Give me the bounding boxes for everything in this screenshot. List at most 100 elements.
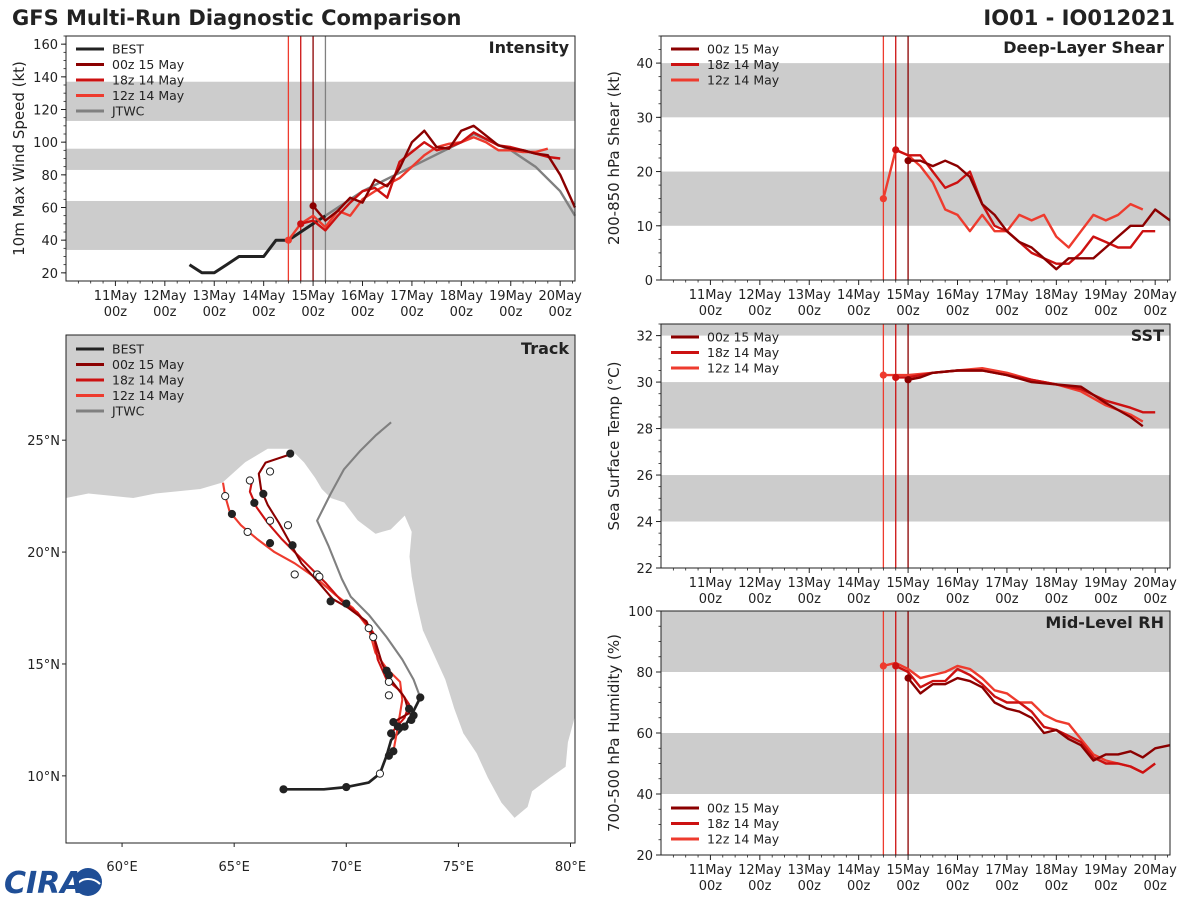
- band-sst-0: [661, 475, 1170, 522]
- x-tick-sublabel-intensity: 00z: [203, 305, 227, 320]
- track-point-best: [342, 782, 351, 792]
- band-rh-0: [661, 733, 1170, 794]
- track-point-best: [400, 722, 409, 731]
- x-tick-label-intensity: 18May: [440, 289, 484, 304]
- x-tick-sublabel-intensity: 00z: [400, 305, 424, 320]
- y-axis-label-intensity: 10m Max Wind Speed (kt): [10, 61, 28, 256]
- init-point-run12: [284, 236, 292, 244]
- series-line-run12: [883, 367, 1144, 423]
- x-tick-sublabel-rh: 00z: [798, 879, 822, 894]
- init-point-run18: [297, 220, 305, 228]
- band-sst-1: [661, 382, 1170, 429]
- sst-panel: 22242628303211May00z12May00z13May00z14Ma…: [605, 323, 1177, 607]
- y-axis-label-sst: Sea Surface Temp (°C): [605, 361, 623, 530]
- y-tick-label-sst: 26: [636, 469, 653, 484]
- y-tick-label-intensity: 160: [33, 38, 58, 53]
- lon-tick-label: 70°E: [331, 860, 362, 875]
- init-point-run00: [904, 157, 912, 165]
- x-tick-label-intensity: 11May: [94, 289, 138, 304]
- x-tick-label-shear: 20May: [1133, 288, 1177, 303]
- x-tick-sublabel-intensity: 00z: [153, 305, 177, 320]
- logo-swirl-icon: [75, 878, 101, 887]
- x-tick-label-rh: 13May: [788, 863, 832, 878]
- track-point-best: [416, 693, 425, 702]
- lat-tick-label: 25°N: [27, 434, 60, 449]
- x-tick-sublabel-rh: 00z: [748, 879, 772, 894]
- track-point-best: [409, 711, 418, 720]
- legend-label-run12: 12z 14 May: [112, 388, 185, 403]
- init-point-run18: [892, 662, 900, 670]
- legend-label-best: BEST: [112, 342, 144, 357]
- legend-label-run12: 12z 14 May: [707, 361, 780, 376]
- x-tick-label-rh: 16May: [936, 863, 980, 878]
- band-sst-2: [661, 324, 1170, 336]
- x-tick-sublabel-intensity: 00z: [351, 305, 375, 320]
- x-tick-sublabel-shear: 00z: [847, 304, 871, 319]
- track-line-jtwc: [316, 421, 422, 698]
- y-tick-label-sst: 22: [636, 562, 653, 577]
- y-axis-label-rh: 700-500 hPa Humidity (%): [605, 634, 623, 832]
- y-tick-label-sst: 28: [636, 423, 653, 438]
- track-point-run12: [227, 509, 237, 519]
- x-tick-label-intensity: 16May: [341, 289, 385, 304]
- x-tick-label-shear: 17May: [985, 288, 1029, 303]
- x-tick-label-rh: 17May: [985, 863, 1029, 878]
- init-point-run18: [892, 373, 900, 382]
- track-point-run00: [389, 718, 398, 727]
- axes-frame-track: [65, 334, 576, 844]
- track-open-point-run12: [243, 527, 252, 537]
- track-open-point-best: [375, 769, 385, 778]
- land-polygon-0: [66, 335, 575, 819]
- x-tick-label-shear: 15May: [886, 288, 930, 303]
- legend-label-run18: 18z 14 May: [707, 816, 780, 831]
- y-tick-label-shear: 10: [636, 220, 653, 235]
- y-tick-label-sst: 24: [636, 516, 653, 531]
- x-tick-label-rh: 18May: [1035, 863, 1079, 878]
- x-tick-label-sst: 15May: [886, 576, 930, 591]
- x-tick-label-shear: 11May: [689, 288, 733, 303]
- track-point-run12: [389, 747, 398, 756]
- y-tick-label-intensity: 120: [33, 104, 58, 119]
- series-line-run18: [895, 148, 1156, 265]
- legend-label-run12: 12z 14 May: [112, 88, 185, 103]
- panel-title-rh: Mid-Level RH: [1045, 613, 1164, 632]
- init-point-run18: [892, 146, 900, 154]
- lon-tick-label: 65°E: [219, 860, 250, 875]
- lon-tick-label: 80°E: [555, 860, 586, 875]
- x-tick-sublabel-sst: 00z: [995, 592, 1019, 607]
- x-tick-sublabel-intensity: 00z: [450, 305, 474, 320]
- track-point-run18: [387, 729, 396, 738]
- x-tick-sublabel-rh: 00z: [1094, 879, 1118, 894]
- legend-label-jtwc: JTWC: [111, 404, 145, 419]
- init-point-run12: [879, 195, 887, 203]
- track-open-point-run18: [245, 476, 254, 485]
- x-tick-sublabel-rh: 00z: [995, 879, 1019, 894]
- x-tick-sublabel-intensity: 00z: [104, 305, 128, 320]
- series-line-run00: [908, 159, 1171, 271]
- cira-logo: CIRA: [4, 866, 102, 900]
- x-tick-label-intensity: 20May: [538, 289, 582, 304]
- y-tick-label-rh: 40: [636, 788, 653, 803]
- track-open-point-run12: [369, 633, 378, 642]
- x-tick-label-sst: 12May: [738, 576, 782, 591]
- y-tick-label-intensity: 20: [41, 267, 58, 282]
- x-tick-sublabel-rh: 00z: [699, 879, 723, 894]
- y-tick-label-rh: 80: [636, 666, 653, 681]
- x-tick-label-intensity: 15May: [291, 289, 335, 304]
- legend-label-run00: 00z 15 May: [707, 801, 780, 816]
- x-tick-sublabel-sst: 00z: [748, 592, 772, 607]
- legend-label-run12: 12z 14 May: [707, 832, 780, 847]
- x-tick-sublabel-sst: 00z: [946, 592, 970, 607]
- legend-label-run18: 18z 14 May: [112, 73, 185, 88]
- legend-label-run12: 12z 14 May: [707, 73, 780, 88]
- storm-id: IO01 - IO012021: [983, 6, 1175, 30]
- x-tick-label-sst: 16May: [936, 576, 980, 591]
- x-tick-sublabel-shear: 00z: [896, 304, 920, 319]
- x-tick-sublabel-sst: 00z: [798, 592, 822, 607]
- x-tick-sublabel-shear: 00z: [798, 304, 822, 319]
- x-tick-label-sst: 17May: [985, 576, 1029, 591]
- x-tick-label-intensity: 17May: [390, 289, 434, 304]
- legend-label-run00: 00z 15 May: [707, 330, 780, 345]
- x-tick-sublabel-shear: 00z: [1094, 304, 1118, 319]
